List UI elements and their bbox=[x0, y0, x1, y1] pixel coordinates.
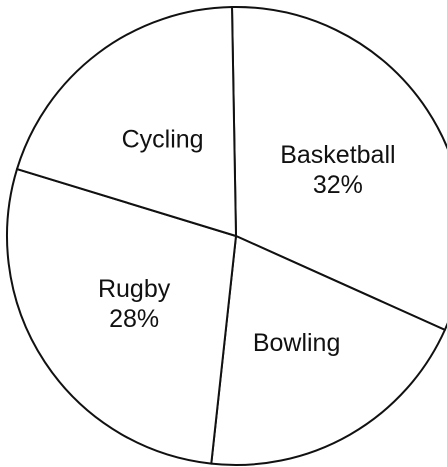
pie-slice-basketball bbox=[231, 6, 447, 331]
slice-label-basketball: Basketball bbox=[280, 141, 395, 169]
pie-slice-cycling bbox=[16, 6, 237, 237]
pie-slices bbox=[6, 6, 447, 466]
pie-slice-bowling bbox=[210, 235, 446, 466]
slice-label-cycling: Cycling bbox=[122, 126, 204, 154]
slice-label-rugby: Rugby bbox=[98, 275, 171, 303]
slice-label-bowling: Bowling bbox=[253, 329, 341, 357]
slice-value-rugby: 28% bbox=[109, 305, 159, 333]
pie-slice-rugby bbox=[6, 168, 237, 465]
slice-value-basketball: 32% bbox=[313, 171, 363, 199]
